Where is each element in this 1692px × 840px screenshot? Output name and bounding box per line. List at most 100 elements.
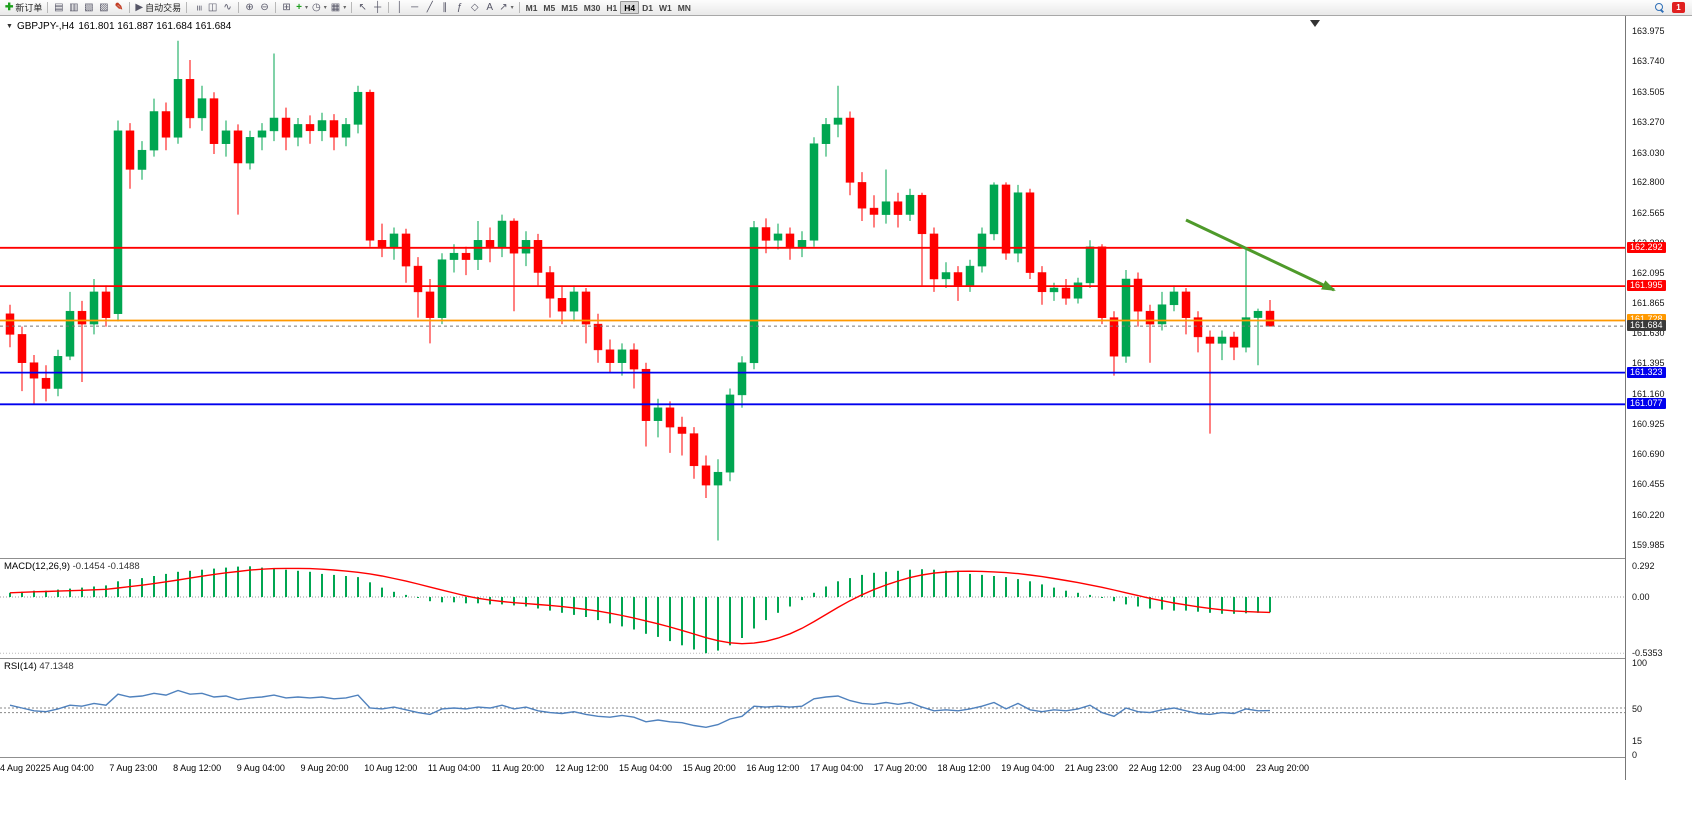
- autotrading-label: 自动交易: [145, 3, 182, 13]
- time-tick-label: 8 Aug 12:00: [173, 763, 222, 773]
- navigator-button[interactable]: ▧: [81, 1, 96, 15]
- candle: [845, 111, 855, 196]
- notifications-badge[interactable]: 1: [1672, 2, 1685, 13]
- candle: [1157, 291, 1167, 331]
- cursor-button[interactable]: ↖: [355, 1, 370, 15]
- price-axis[interactable]: 163.975 163.740 163.505 163.270 163.030 162.8…: [1625, 16, 1692, 780]
- macd-title: MACD(12,26,9): [4, 561, 70, 572]
- rsi-tick-label: 15: [1632, 736, 1643, 747]
- candle: [401, 228, 411, 283]
- zoom-out-button[interactable]: ⊖: [257, 1, 272, 15]
- candle: [497, 214, 507, 258]
- candle: [953, 266, 963, 301]
- chart-shift-marker[interactable]: [1310, 20, 1320, 27]
- horizontal-line-button[interactable]: ─: [407, 1, 422, 15]
- timeframe-m1-button[interactable]: M1: [525, 2, 538, 13]
- timeframe-h4-button[interactable]: H4: [620, 1, 640, 14]
- line-chart-button[interactable]: ∿: [220, 1, 235, 15]
- candle: [617, 343, 627, 376]
- bar-chart-button[interactable]: ≡: [190, 1, 205, 15]
- candle: [1097, 244, 1107, 325]
- market-watch-button[interactable]: ▤: [51, 1, 66, 15]
- price-tick-label: 160.455: [1632, 479, 1665, 490]
- candle: [965, 259, 975, 292]
- collapse-chevron-icon[interactable]: ▼: [6, 23, 13, 30]
- panel-separator[interactable]: [0, 757, 1692, 758]
- bar-chart-icon: ≡: [192, 4, 204, 11]
- time-tick-label: 17 Aug 04:00: [810, 763, 864, 773]
- vertical-line-icon: │: [396, 1, 403, 13]
- metaeditor-icon: ✎: [114, 1, 124, 13]
- trend-arrow-annotation[interactable]: [1185, 218, 1336, 292]
- price-tick-label: 159.985: [1632, 540, 1665, 550]
- tile-windows-button[interactable]: ⊞: [279, 1, 294, 15]
- toolbar-separator: [47, 2, 49, 13]
- vertical-line-button[interactable]: │: [392, 1, 407, 15]
- macd-indicator-label: MACD(12,26,9) -0.1454 -0.1488: [4, 561, 140, 572]
- timeframe-m15-button[interactable]: M15: [561, 2, 578, 13]
- candle: [1121, 270, 1131, 363]
- macd-chart[interactable]: [0, 559, 1625, 658]
- autotrading-button[interactable]: ▶ 自动交易: [133, 1, 183, 15]
- candle: [389, 227, 399, 260]
- candle: [425, 279, 435, 344]
- price-level-badge: 161.323: [1627, 366, 1666, 378]
- candle: [1193, 311, 1203, 353]
- candle: [365, 89, 375, 247]
- price-tick-label: 161.395: [1632, 358, 1665, 369]
- channel-button[interactable]: ∥: [437, 1, 452, 15]
- text-icon: A: [486, 1, 494, 13]
- timeframe-w1-button[interactable]: W1: [658, 2, 672, 13]
- arrows-button[interactable]: ↗ ▾: [497, 1, 515, 15]
- time-tick-label: 15 Aug 20:00: [682, 763, 736, 773]
- price-tick-label: 160.925: [1632, 418, 1665, 429]
- crosshair-icon: ┼: [374, 1, 382, 13]
- timeframe-m30-button[interactable]: M30: [583, 2, 601, 13]
- candle: [881, 169, 891, 224]
- zoom-in-button[interactable]: ⊕: [242, 1, 257, 15]
- timeframe-m5-button[interactable]: M5: [543, 2, 556, 13]
- candle: [977, 227, 987, 273]
- terminal-button[interactable]: ▨: [96, 1, 111, 15]
- time-tick-label: 17 Aug 20:00: [873, 763, 927, 773]
- search-icon[interactable]: [1655, 2, 1665, 13]
- timeframe-mn-button[interactable]: MN: [677, 2, 691, 13]
- toolbar-separator: [388, 2, 390, 13]
- candle: [185, 60, 195, 129]
- candlestick-chart-button[interactable]: ◫: [205, 1, 220, 15]
- panel-separator[interactable]: [0, 658, 1692, 659]
- chart-title: ▼ GBPJPY-,H4 161.801 161.887 161.684 161…: [6, 21, 231, 32]
- new-order-button[interactable]: ✚ 新订单: [3, 1, 44, 15]
- price-tick-label: 162.565: [1632, 207, 1665, 218]
- candle: [1013, 184, 1023, 263]
- candle: [1241, 249, 1251, 353]
- timeframe-h1-button[interactable]: H1: [606, 2, 618, 13]
- candlestick-chart[interactable]: [0, 16, 1625, 558]
- toolbar-separator: [129, 2, 131, 13]
- text-button[interactable]: A: [482, 1, 497, 15]
- rsi-chart[interactable]: [0, 659, 1625, 757]
- periods-button[interactable]: ◷ ▾: [310, 1, 329, 15]
- time-axis[interactable]: 4 Aug 2022 5 Aug 04:00 7 Aug 23:00 8 Aug 12…: [0, 757, 1625, 780]
- timeframe-d1-button[interactable]: D1: [642, 2, 653, 13]
- shapes-button[interactable]: ◇: [467, 1, 482, 15]
- time-tick-label: 12 Aug 12:00: [555, 763, 609, 773]
- trendline-button[interactable]: ╱: [422, 1, 437, 15]
- candle: [233, 124, 243, 215]
- time-tick-label: 18 Aug 12:00: [937, 763, 991, 773]
- indicators-button[interactable]: + ▾: [294, 1, 310, 15]
- cursor-icon: ↖: [358, 1, 367, 13]
- price-tick-label: 163.270: [1632, 116, 1665, 127]
- candle: [521, 231, 531, 267]
- navigator-icon: ▧: [84, 1, 94, 13]
- data-window-button[interactable]: ▥: [66, 1, 81, 15]
- candle: [1133, 272, 1143, 327]
- metaeditor-button[interactable]: ✎: [111, 1, 126, 15]
- templates-button[interactable]: ▦ ▾: [329, 1, 348, 15]
- fibonacci-button[interactable]: ƒ: [452, 1, 467, 15]
- panel-separator[interactable]: [0, 558, 1692, 559]
- crosshair-button[interactable]: ┼: [370, 1, 385, 15]
- rsi-indicator-label: RSI(14) 47.1348: [4, 661, 74, 672]
- candle: [1169, 285, 1179, 312]
